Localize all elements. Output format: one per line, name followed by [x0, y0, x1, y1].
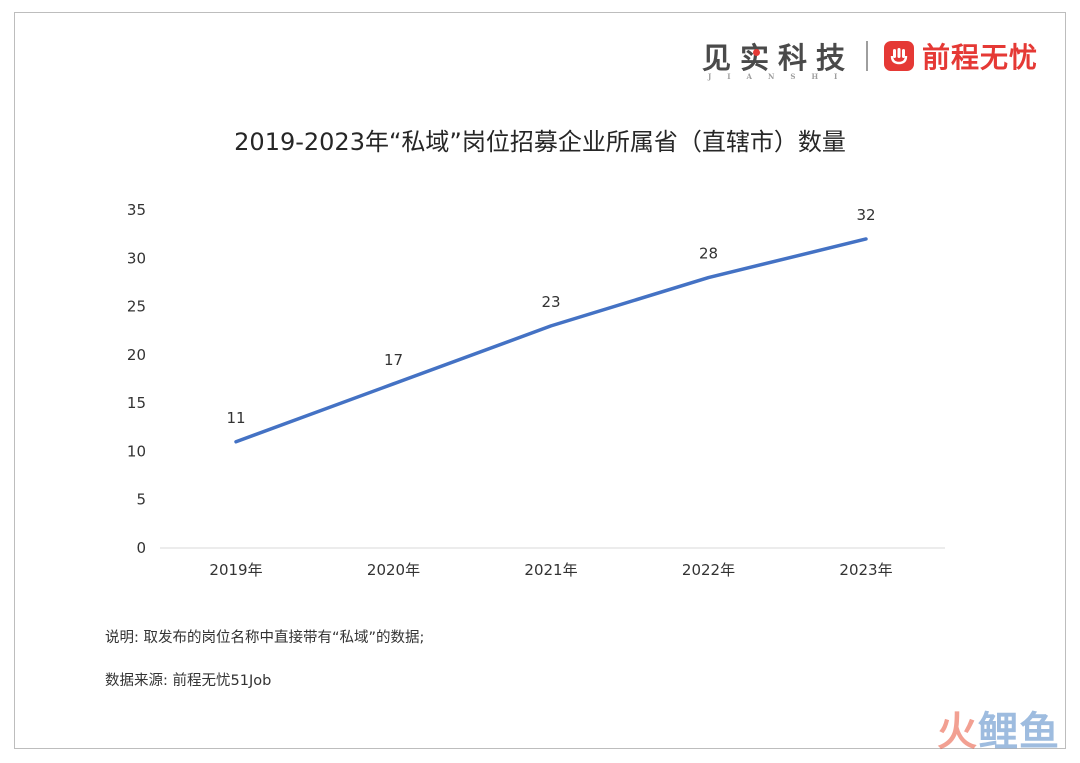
- jianshi-red-dot-icon: [752, 49, 760, 56]
- y-tick-label: 35: [127, 201, 146, 219]
- note-source: 数据来源: 前程无忧51Job: [105, 673, 272, 689]
- y-tick-label: 20: [127, 346, 146, 364]
- data-label: 32: [856, 206, 875, 224]
- watermark: 火鲤鱼: [937, 699, 1060, 757]
- watermark-part2: 鲤鱼: [978, 709, 1060, 755]
- chart-title: 2019-2023年“私域”岗位招募企业所属省（直辖市）数量: [234, 128, 846, 156]
- series-line: [234, 237, 868, 444]
- data-label: 23: [541, 293, 560, 311]
- hand-icon: [883, 41, 914, 71]
- y-axis: 0 5 10 15 20 25 30 35: [127, 201, 146, 557]
- y-tick-label: 25: [127, 298, 146, 316]
- data-label: 28: [699, 245, 718, 263]
- logo-separator: [865, 41, 868, 71]
- watermark-part1: 火: [937, 709, 978, 755]
- data-labels: 11 17 23 28 32: [226, 206, 875, 427]
- y-tick-label: 15: [127, 394, 146, 412]
- job51-logo-text: 前程无忧: [921, 41, 1038, 74]
- y-tick-label: 10: [127, 442, 146, 460]
- x-tick-label: 2022年: [682, 561, 735, 579]
- y-tick-label: 0: [136, 539, 146, 557]
- x-axis: 2019年 2020年 2021年 2022年 2023年: [209, 561, 892, 579]
- y-tick-label: 30: [127, 249, 146, 267]
- note-explanation: 说明: 取发布的岗位名称中直接带有“私域”的数据;: [105, 630, 425, 646]
- data-label: 17: [384, 351, 403, 369]
- chart-frame: [14, 12, 1066, 749]
- x-tick-label: 2023年: [839, 561, 892, 579]
- jianshi-logo-text: 见实科技: [701, 41, 854, 75]
- x-tick-label: 2019年: [209, 561, 262, 579]
- brand-logos: 见实科技 JIANSHI 前程无忧: [701, 32, 1038, 81]
- jianshi-pinyin: JIANSHI: [707, 72, 854, 81]
- x-tick-label: 2021年: [524, 561, 577, 579]
- jianshi-logo: 见实科技 JIANSHI: [701, 35, 854, 81]
- y-tick-label: 5: [136, 491, 146, 509]
- x-tick-label: 2020年: [367, 561, 420, 579]
- data-label: 11: [226, 409, 245, 427]
